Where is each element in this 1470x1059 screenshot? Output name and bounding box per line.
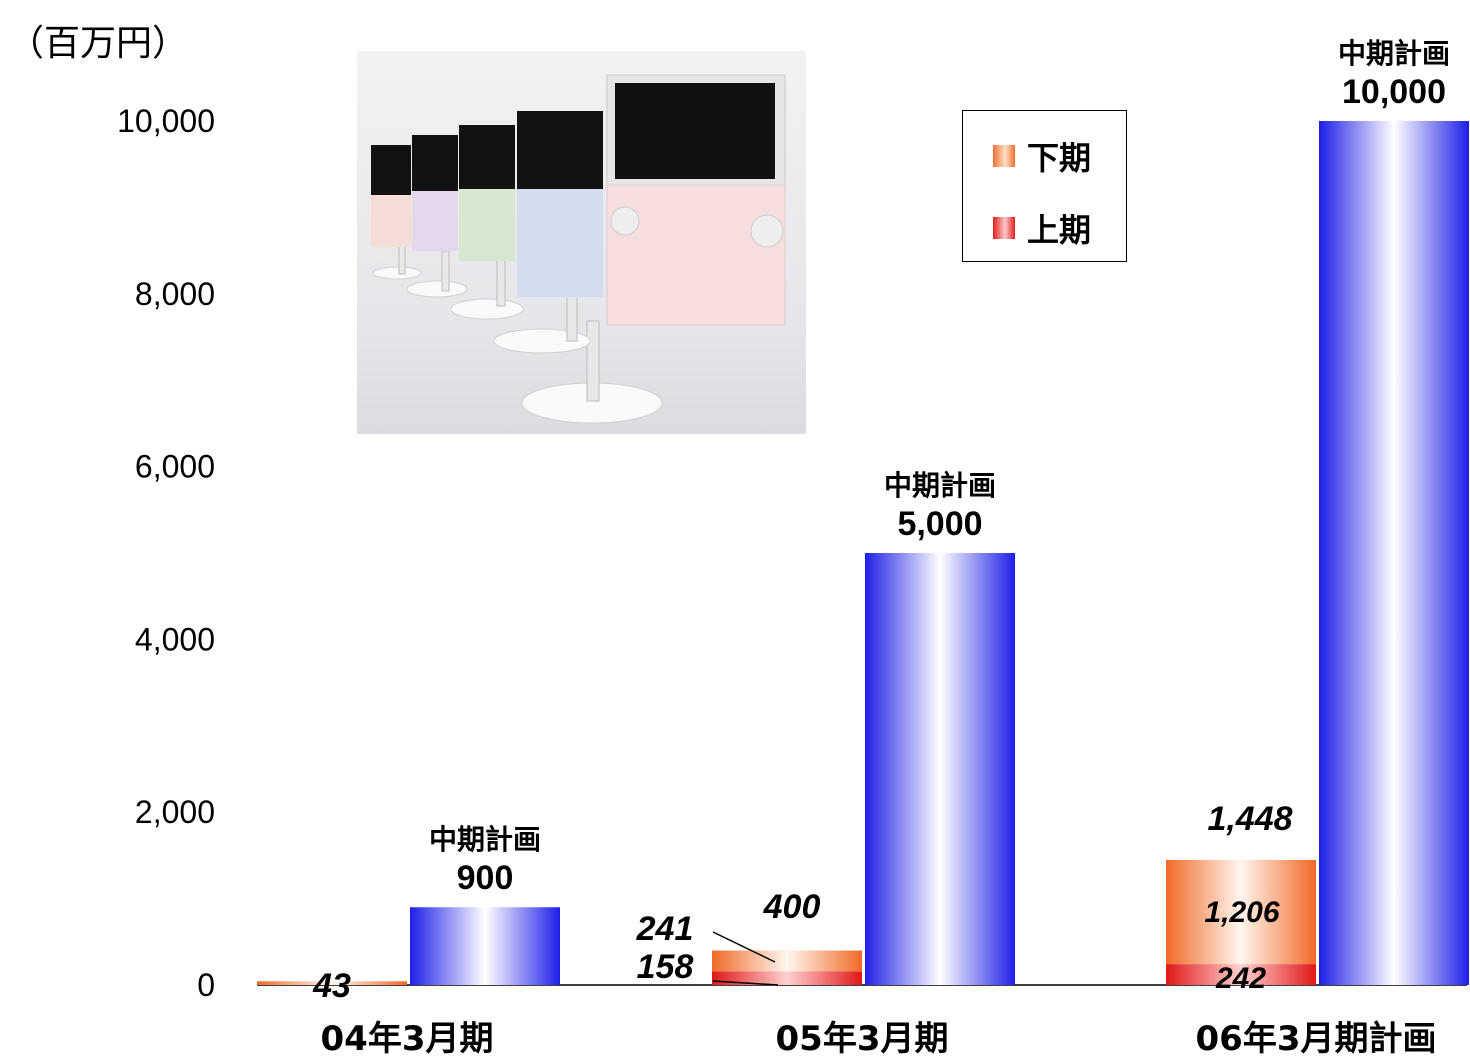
y-axis-unit-label: （百万円）: [8, 23, 189, 64]
segment-value-label: 1,206: [1204, 896, 1279, 929]
legend: 下期 上期: [962, 110, 1127, 262]
plan-label: 中期計画: [1338, 37, 1450, 70]
legend-swatch-orange: [993, 145, 1015, 167]
bar-plan: [410, 907, 560, 985]
y-tick-label: 8,000: [135, 276, 215, 312]
plan-value-label: 5,000: [897, 505, 982, 543]
bar-plan: [865, 553, 1015, 985]
y-tick-label: 10,000: [117, 103, 215, 139]
bar-lower-half: [1166, 859, 1316, 965]
leader-line: [712, 931, 776, 963]
legend-label: 上期: [1027, 211, 1092, 249]
y-tick-label: 2,000: [135, 794, 215, 830]
plan-value-label: 10,000: [1342, 73, 1446, 111]
y-tick-label: 4,000: [135, 621, 215, 657]
segment-value-label: 158: [637, 948, 694, 986]
actual-total-label: 43: [312, 967, 351, 1005]
x-category-label: 06年3月期計画: [1196, 1019, 1437, 1059]
x-category-label: 04年3月期: [321, 1019, 494, 1059]
legend-label: 下期: [1027, 139, 1092, 177]
x-category-label: 05年3月期: [776, 1019, 949, 1059]
leader-line: [712, 980, 779, 986]
legend-item-upper-half: 上期: [993, 205, 1091, 251]
monitor-display-photo: [357, 51, 806, 434]
monitor-display-icon: [371, 74, 786, 424]
y-tick-label: 0: [197, 967, 215, 1003]
plan-label: 中期計画: [884, 469, 996, 502]
legend-item-lower-half: 下期: [993, 133, 1091, 179]
segment-value-label: 242: [1215, 962, 1266, 995]
plan-label: 中期計画: [429, 823, 541, 856]
bar-plan: [1319, 121, 1469, 985]
bar-upper-half: [712, 971, 862, 985]
bar-upper-half: [1166, 964, 1316, 985]
bar-lower-half: [712, 950, 862, 972]
legend-swatch-red: [993, 217, 1015, 239]
actual-total-label: 400: [763, 888, 821, 926]
actual-total-label: 1,448: [1207, 800, 1292, 838]
y-tick-label: 6,000: [135, 449, 215, 485]
bar-lower-half: [257, 981, 407, 985]
segment-value-label: 241: [636, 910, 694, 948]
plan-value-label: 900: [457, 859, 514, 897]
